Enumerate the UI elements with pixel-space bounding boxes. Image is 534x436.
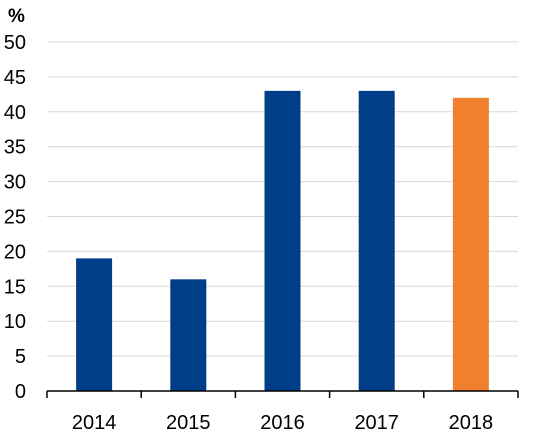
y-tick-labels: 0 5 10 15 20 25 30 35 40 45 50 — [4, 32, 26, 403]
x-tick-labels: 2014 2015 2016 2017 2018 — [72, 412, 493, 434]
y-tick-label: 25 — [4, 207, 26, 229]
y-tick-label: 10 — [4, 311, 26, 333]
y-tick-label: 50 — [4, 32, 26, 54]
bar-2014 — [76, 258, 113, 391]
y-tick-label: 5 — [15, 346, 26, 368]
x-tick-label: 2014 — [72, 412, 117, 434]
y-tick-label: 40 — [4, 102, 26, 124]
y-tick-label: 45 — [4, 67, 26, 89]
y-tick-label: 15 — [4, 276, 26, 298]
bar-2018 — [452, 97, 489, 391]
x-tick-label: 2018 — [449, 412, 494, 434]
x-tick-label: 2017 — [354, 412, 399, 434]
y-tick-label: 35 — [4, 137, 26, 159]
y-tick-label: 30 — [4, 172, 26, 194]
axes — [46, 390, 519, 398]
bar-2015 — [170, 279, 207, 391]
bars — [76, 90, 489, 392]
y-unit-label: % — [8, 6, 25, 27]
y-tick-label: 20 — [4, 241, 26, 263]
y-tick-label: 0 — [15, 381, 26, 403]
bar-2017 — [358, 90, 395, 392]
x-tick-label: 2015 — [166, 412, 211, 434]
bar-2016 — [264, 90, 301, 392]
x-tick-label: 2016 — [260, 412, 305, 434]
